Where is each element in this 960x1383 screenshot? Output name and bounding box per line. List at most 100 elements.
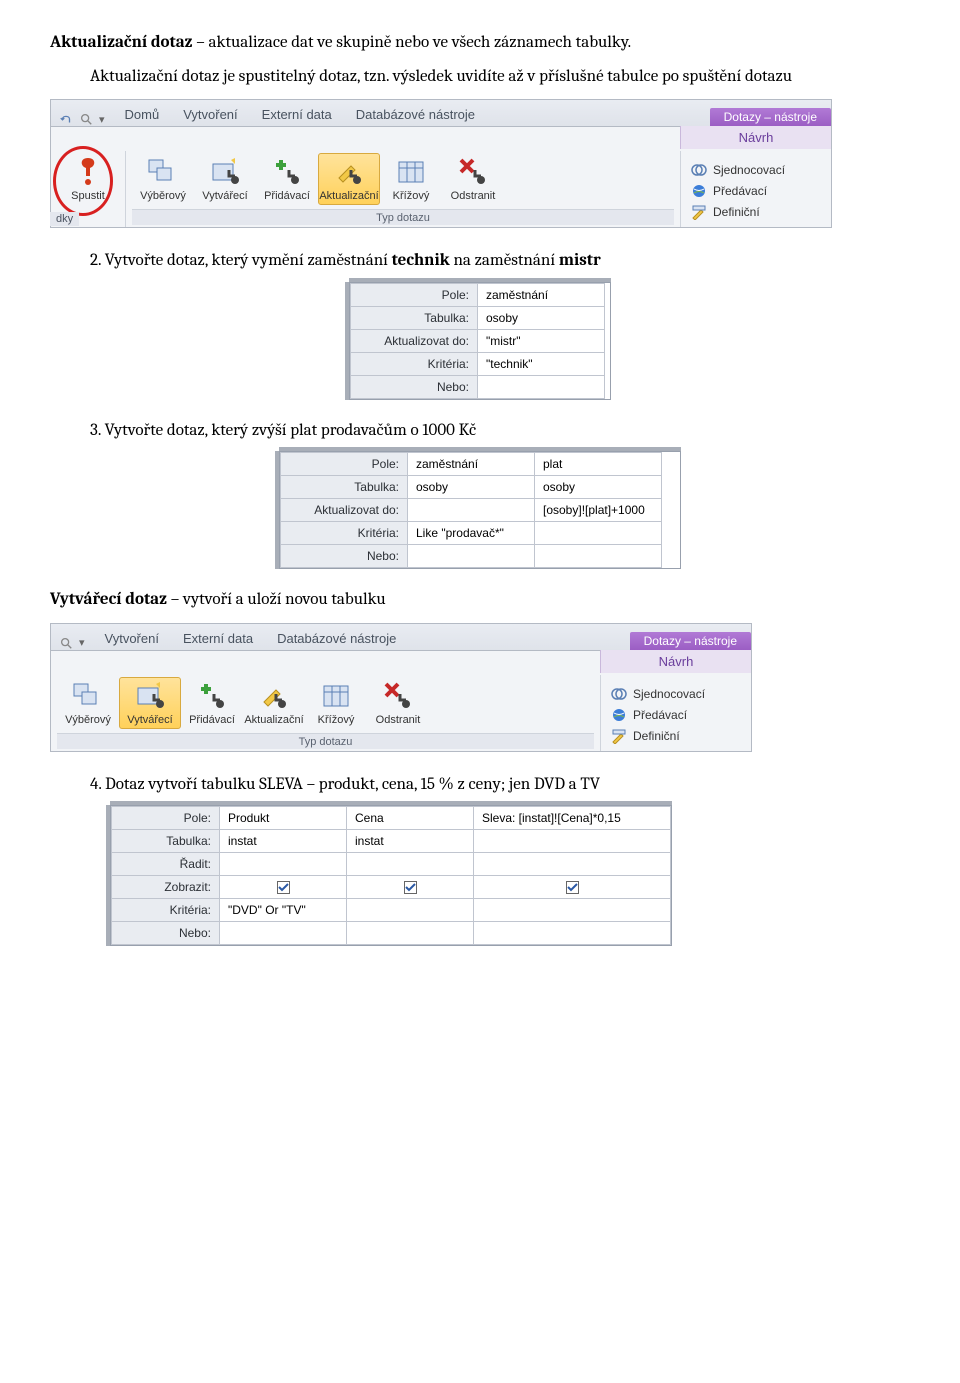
btn-vyberovy[interactable]: Výběrový [57,677,119,729]
checkbox-zobrazit[interactable] [220,876,347,899]
btn-spustit[interactable]: Spustit [57,153,119,205]
query-grid-2: Pole: zaměstnání plat Tabulka: osoby oso… [279,451,681,569]
tab-domu[interactable]: Domů [113,103,172,126]
btn-aktualizacni-label: Aktualizační [244,714,303,726]
qcell[interactable]: Sleva: [instat]![Cena]*0,15 [474,807,671,830]
qcell[interactable] [347,853,474,876]
qcell[interactable]: plat [535,453,662,476]
qlabel-kriteria: Kritéria: [112,899,220,922]
btn-krizovy-label: Křížový [318,714,355,726]
btn-odstranit[interactable]: Odstranit [442,153,504,205]
qlabel-pole: Pole: [112,807,220,830]
tab-vytvoreni[interactable]: Vytvoření [93,627,171,650]
sub-tab-navrh[interactable]: Návrh [680,126,831,149]
qcell[interactable] [408,545,535,568]
query-grid-3: Pole: Produkt Cena Sleva: [instat]![Cena… [110,805,672,946]
qcell[interactable]: "DVD" Or "TV" [220,899,347,922]
qcell[interactable]: zaměstnání [478,283,605,306]
crosstab-query-icon [395,156,427,188]
btn-vyberovy[interactable]: Výběrový [132,153,194,205]
qcell[interactable]: zaměstnání [408,453,535,476]
checkbox-zobrazit[interactable] [474,876,671,899]
qcell[interactable] [347,899,474,922]
qcell[interactable]: osoby [478,306,605,329]
task-3: 3. Vytvořte dotaz, který zvýší plat prod… [90,418,910,444]
checkbox-checked-icon [277,881,290,894]
qlabel-tabulka: Tabulka: [112,830,220,853]
btn-vytvareci-label: Vytvářecí [127,714,172,726]
qcell[interactable] [408,499,535,522]
passthrough-icon [611,707,627,723]
qlabel-nebo: Nebo: [351,375,478,398]
tab-externi-data[interactable]: Externí data [171,627,265,650]
qcell[interactable]: osoby [535,476,662,499]
qcell[interactable] [220,853,347,876]
btn-predavaci[interactable]: Předávací [691,183,821,199]
passthrough-icon [691,183,707,199]
btn-definicni-label: Definiční [633,729,680,743]
qcell[interactable] [474,899,671,922]
tab-externi-data[interactable]: Externí data [250,103,344,126]
qcell[interactable]: instat [220,830,347,853]
btn-sjednocovaci[interactable]: Sjednocovací [691,162,821,178]
qcell[interactable]: Cena [347,807,474,830]
qcell[interactable] [474,830,671,853]
btn-vytvareci[interactable]: Vytvářecí [194,153,256,205]
qlabel-nebo: Nebo: [281,545,408,568]
btn-odstranit[interactable]: Odstranit [367,677,429,729]
btn-aktualizacni[interactable]: Aktualizační [243,677,305,729]
btn-vytvareci-label: Vytvářecí [202,190,247,202]
btn-aktualizacni[interactable]: Aktualizační [318,153,380,205]
qcell[interactable]: Like "prodavač*" [408,522,535,545]
ddl-icon [611,728,627,744]
qcell[interactable] [220,922,347,945]
qcell[interactable]: Produkt [220,807,347,830]
btn-sjednocovaci-label: Sjednocovací [633,687,705,701]
side-list: Sjednocovací Předávací Definiční [601,675,751,751]
select-query-icon [72,680,104,712]
delete-query-icon [382,680,414,712]
qcell[interactable] [347,922,474,945]
task-2: 2. Vytvořte dotaz, který vymění zaměstná… [90,248,910,274]
btn-predavaci[interactable]: Předávací [611,707,741,723]
qcell[interactable]: osoby [408,476,535,499]
sub-tab-navrh[interactable]: Návrh [600,650,751,673]
qcell[interactable] [535,522,662,545]
qlabel-zobrazit: Zobrazit: [112,876,220,899]
qlabel-nebo: Nebo: [112,922,220,945]
btn-sjednocovaci[interactable]: Sjednocovací [611,686,741,702]
qlabel-aktdo: Aktualizovat do: [281,499,408,522]
btn-pridavaci-label: Přidávací [189,714,235,726]
tab-db-nastroje[interactable]: Databázové nástroje [344,103,487,126]
context-tab[interactable]: Dotazy – nástroje [710,108,831,126]
btn-definicni[interactable]: Definiční [691,204,821,220]
qcell[interactable] [478,375,605,398]
btn-pridavaci[interactable]: Přidávací [181,677,243,729]
context-tab[interactable]: Dotazy – nástroje [630,632,751,650]
btn-sjednocovaci-label: Sjednocovací [713,163,785,177]
query-grid-1: Pole:zaměstnání Tabulka:osoby Aktualizov… [349,282,611,400]
qcell[interactable]: [osoby]![plat]+1000 [535,499,662,522]
qlabel-tabulka: Tabulka: [281,476,408,499]
group-label-typ: Typ dotazu [57,733,594,749]
btn-krizovy[interactable]: Křížový [380,153,442,205]
union-icon [611,686,627,702]
search-icon [79,112,93,126]
qlabel-aktdo: Aktualizovat do: [351,329,478,352]
qcell[interactable] [535,545,662,568]
qcell[interactable]: "mistr" [478,329,605,352]
btn-vytvareci[interactable]: Vytvářecí [119,677,181,729]
btn-definicni[interactable]: Definiční [611,728,741,744]
checkbox-zobrazit[interactable] [347,876,474,899]
union-icon [691,162,707,178]
btn-pridavaci[interactable]: Přidávací [256,153,318,205]
qcell[interactable]: instat [347,830,474,853]
tab-vytvoreni[interactable]: Vytvoření [171,103,249,126]
tab-db-nastroje[interactable]: Databázové nástroje [265,627,408,650]
qcell[interactable] [474,853,671,876]
btn-krizovy[interactable]: Křížový [305,677,367,729]
qcell[interactable] [474,922,671,945]
qcell[interactable]: "technik" [478,352,605,375]
update-query-icon [258,680,290,712]
update-query-icon [333,156,365,188]
